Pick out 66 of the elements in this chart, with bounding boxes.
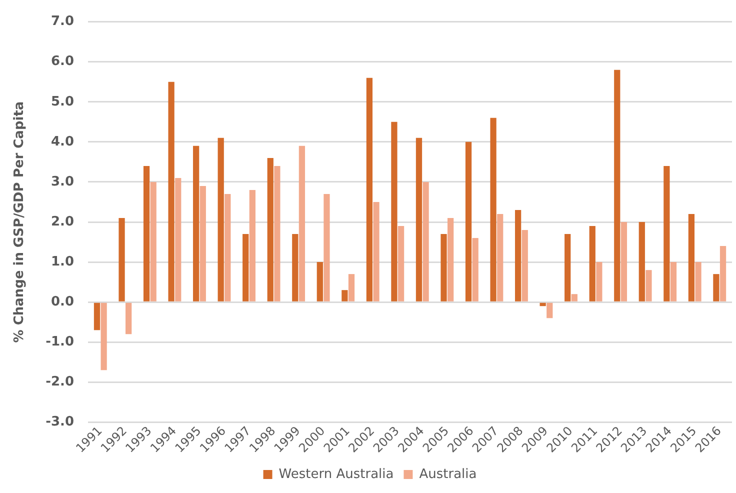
bar (218, 138, 224, 302)
bar (522, 230, 528, 302)
bar (614, 70, 620, 302)
bar (540, 302, 546, 306)
bar (292, 234, 298, 302)
bar (274, 166, 280, 302)
bar (440, 234, 447, 302)
legend-label: Australia (419, 466, 477, 482)
bar (465, 142, 472, 302)
bar (490, 118, 496, 302)
bar (143, 166, 150, 302)
bar (342, 290, 348, 302)
bar (620, 222, 628, 302)
bar (249, 190, 256, 302)
bar (348, 274, 355, 302)
bar (448, 218, 454, 302)
y-tick-label: -1.0 (46, 334, 74, 350)
bar (200, 186, 206, 302)
bar (416, 138, 422, 302)
bar (589, 226, 596, 302)
y-tick-label: 6.0 (50, 54, 74, 70)
bar (688, 214, 695, 302)
y-tick-label: -3.0 (46, 414, 74, 430)
bar (497, 214, 504, 302)
bar (571, 294, 578, 302)
bar (373, 202, 380, 302)
bar (242, 234, 249, 302)
y-tick-label: 3.0 (50, 174, 74, 190)
legend-label: Western Australia (278, 466, 394, 482)
bar (546, 302, 553, 318)
y-tick-label: -2.0 (46, 374, 74, 390)
bar (713, 274, 720, 302)
bar (638, 222, 645, 302)
bar (664, 166, 670, 302)
bar (175, 178, 182, 302)
bar (224, 194, 231, 302)
bar (150, 182, 156, 302)
y-tick-label: 1.0 (50, 254, 74, 270)
bar (366, 78, 373, 302)
bar (316, 262, 323, 302)
bar (398, 226, 404, 302)
bar (515, 210, 522, 302)
bar (695, 262, 702, 302)
y-tick-label: 0.0 (50, 294, 74, 310)
y-tick-label: 5.0 (50, 94, 74, 110)
bar (564, 234, 571, 302)
bar (168, 82, 174, 302)
bar (298, 146, 306, 302)
bar (422, 182, 429, 302)
y-tick-label: 2.0 (50, 214, 74, 230)
y-axis-title: % Change in GSP/GDP Per Capita (12, 101, 28, 343)
bar (646, 270, 652, 302)
bar (126, 302, 132, 334)
bar (193, 146, 200, 302)
bar (100, 302, 107, 370)
bar (94, 302, 100, 330)
bar (670, 262, 677, 302)
y-tick-label: 7.0 (50, 14, 74, 30)
bar (267, 158, 274, 302)
bar (324, 194, 330, 302)
bar (596, 262, 602, 302)
bar (472, 238, 478, 302)
bar (118, 218, 125, 302)
bar (720, 246, 726, 302)
y-tick-label: 4.0 (50, 134, 74, 150)
bar (391, 122, 398, 302)
